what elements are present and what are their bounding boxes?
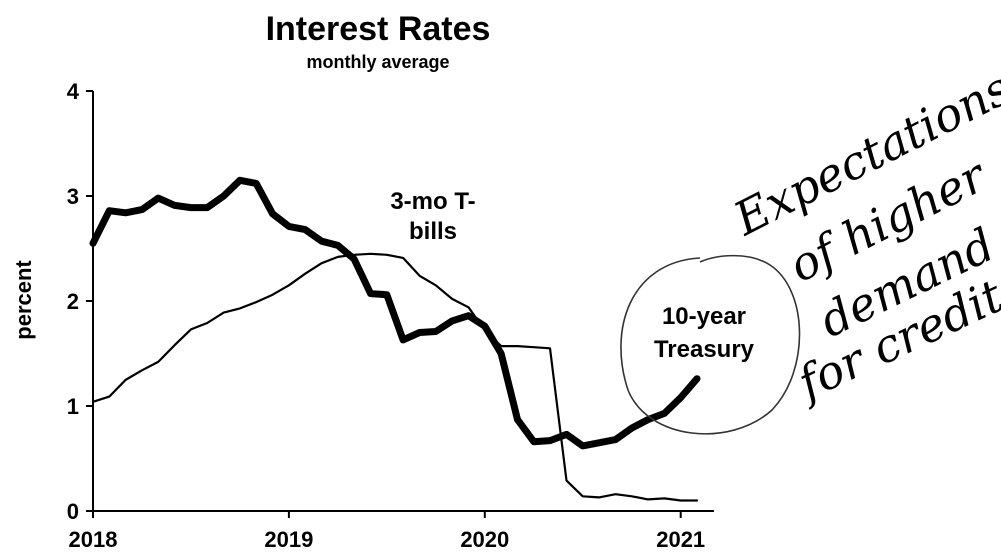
series-label-tbills-line1: 3-mo T- bbox=[390, 188, 475, 215]
x-ticks-group: 2018 2019 2020 2021 bbox=[69, 511, 705, 552]
x-tick-label: 2020 bbox=[460, 527, 509, 552]
series-line-3mo-tbills bbox=[91, 252, 699, 502]
x-tick-label: 2018 bbox=[69, 527, 118, 552]
y-tick-label: 1 bbox=[67, 394, 79, 419]
series-line-10yr-treasury bbox=[89, 176, 701, 450]
x-tick-label: 2021 bbox=[656, 527, 705, 552]
chart-subtitle: monthly average bbox=[306, 52, 449, 72]
y-tick-label: 4 bbox=[67, 79, 80, 104]
chart-title: Interest Rates bbox=[266, 10, 491, 48]
series-label-treasury-line1: 10-year bbox=[662, 303, 746, 330]
x-tick-label: 2019 bbox=[264, 527, 313, 552]
y-ticks-group: 0 1 2 3 4 bbox=[67, 79, 93, 524]
y-tick-label: 0 bbox=[67, 499, 79, 524]
series-label-treasury-line2: Treasury bbox=[654, 336, 755, 363]
y-axis-label: percent bbox=[11, 260, 36, 340]
annotation-circle bbox=[620, 254, 801, 435]
series-label-tbills-line2: bills bbox=[409, 218, 457, 245]
handwritten-annotation: Expectations of higher demand for credit bbox=[725, 61, 1001, 412]
series-group bbox=[89, 176, 701, 502]
y-tick-label: 2 bbox=[67, 289, 79, 314]
y-tick-label: 3 bbox=[67, 184, 79, 209]
